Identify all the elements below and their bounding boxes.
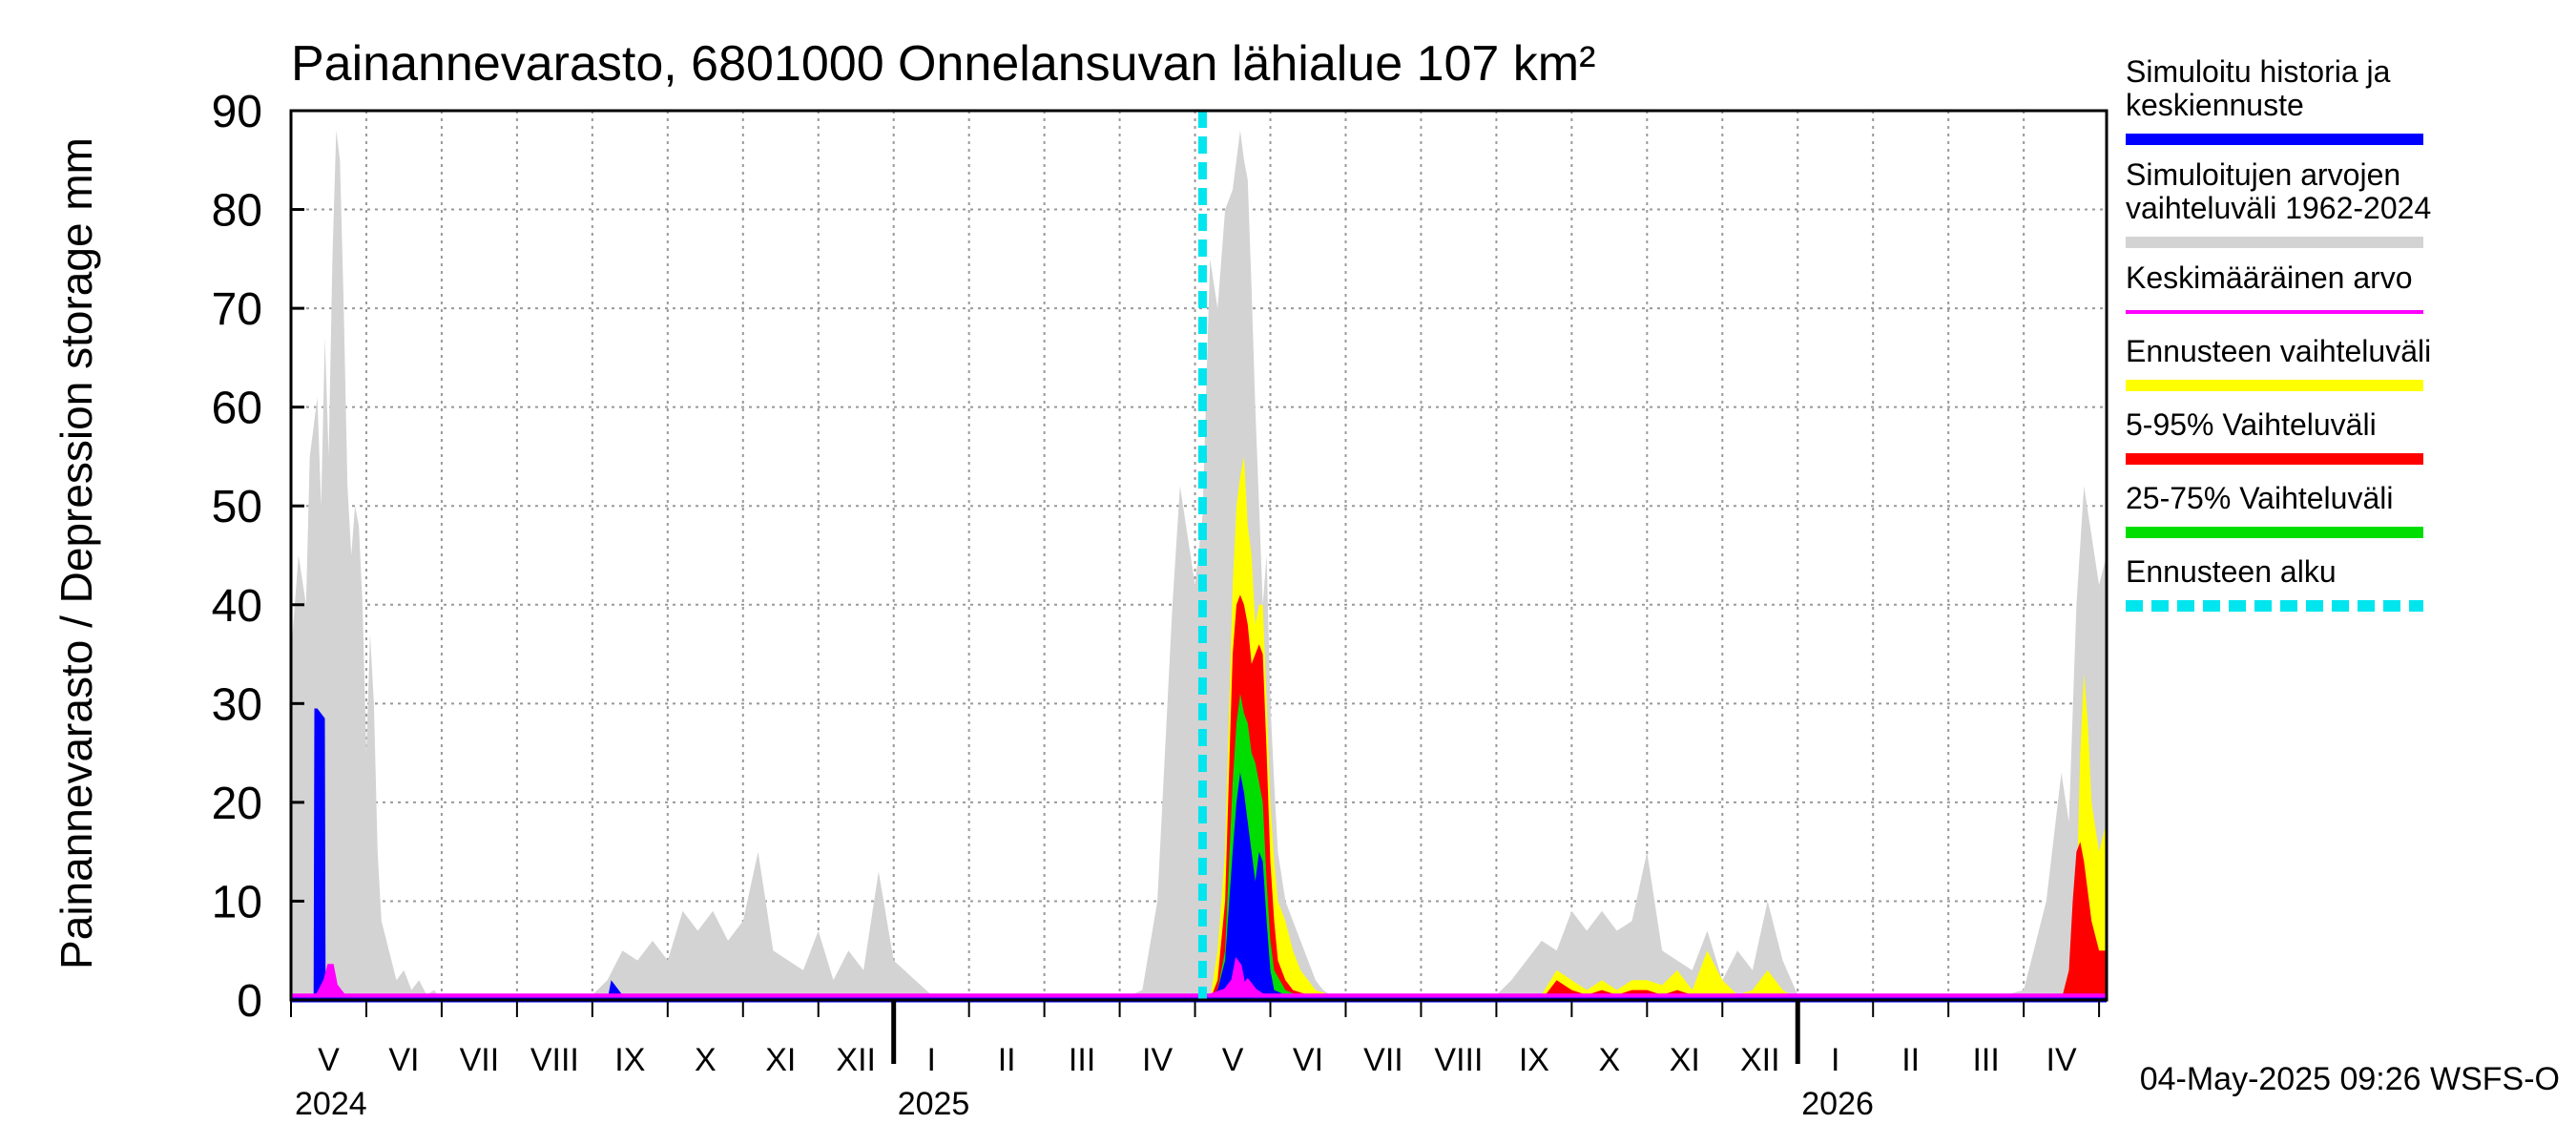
y-tick-label: 20: [212, 779, 262, 829]
month-label: IX: [614, 1042, 645, 1078]
month-label: V: [318, 1042, 340, 1078]
month-label: IV: [2046, 1042, 2077, 1078]
y-tick-label: 0: [237, 976, 262, 1027]
y-tick-label: 90: [212, 87, 262, 137]
legend-label: vaihteluväli 1962-2024: [2126, 191, 2431, 225]
month-label: IX: [1519, 1042, 1549, 1078]
legend-label: 5-95% Vaihteluväli: [2126, 407, 2377, 442]
year-label: 2026: [1801, 1086, 1874, 1122]
month-label: VIII: [530, 1042, 579, 1078]
month-label: X: [695, 1042, 717, 1078]
plot-frame: [289, 109, 2109, 1002]
y-tick-label: 10: [212, 877, 262, 927]
y-tick-label: 80: [212, 186, 262, 237]
legend-label: Keskimääräinen arvo: [2126, 260, 2413, 295]
year-label: 2025: [898, 1086, 970, 1122]
month-label: XII: [836, 1042, 876, 1078]
legend-label: Ennusteen vaihteluväli: [2126, 334, 2431, 368]
month-label: I: [1831, 1042, 1839, 1078]
y-tick-label: 40: [212, 581, 262, 632]
y-axis-label: Painannevarasto / Depression storage mm: [52, 137, 101, 969]
month-label: VI: [388, 1042, 419, 1078]
legend-label: Ennusteen alku: [2126, 554, 2337, 589]
month-label: I: [926, 1042, 935, 1078]
timestamp: 04-May-2025 09:26 WSFS-O: [2140, 1061, 2560, 1097]
month-label: VII: [1363, 1042, 1403, 1078]
month-label: VII: [460, 1042, 500, 1078]
y-tick-label: 60: [212, 384, 262, 434]
year-label: 2024: [295, 1086, 367, 1122]
legend-label: Simuloitu historia ja: [2126, 54, 2391, 89]
y-tick-label: 50: [212, 482, 262, 532]
month-label: XII: [1740, 1042, 1780, 1078]
legend-label: keskiennuste: [2126, 88, 2304, 122]
month-label: XI: [765, 1042, 796, 1078]
chart-title: Painannevarasto, 6801000 Onnelansuvan lä…: [291, 36, 1595, 92]
month-label: III: [1069, 1042, 1095, 1078]
legend-label: 25-75% Vaihteluväli: [2126, 481, 2393, 515]
month-label: VIII: [1434, 1042, 1483, 1078]
month-label: III: [1972, 1042, 1999, 1078]
month-label: XI: [1670, 1042, 1700, 1078]
y-tick-label: 30: [212, 679, 262, 730]
month-label: II: [998, 1042, 1016, 1078]
month-label: IV: [1142, 1042, 1173, 1078]
legend-label: Simuloitujen arvojen: [2126, 157, 2400, 192]
month-label: II: [1901, 1042, 1920, 1078]
month-label: VI: [1293, 1042, 1323, 1078]
y-tick-label: 70: [212, 284, 262, 335]
month-label: X: [1599, 1042, 1621, 1078]
month-label: V: [1222, 1042, 1244, 1078]
